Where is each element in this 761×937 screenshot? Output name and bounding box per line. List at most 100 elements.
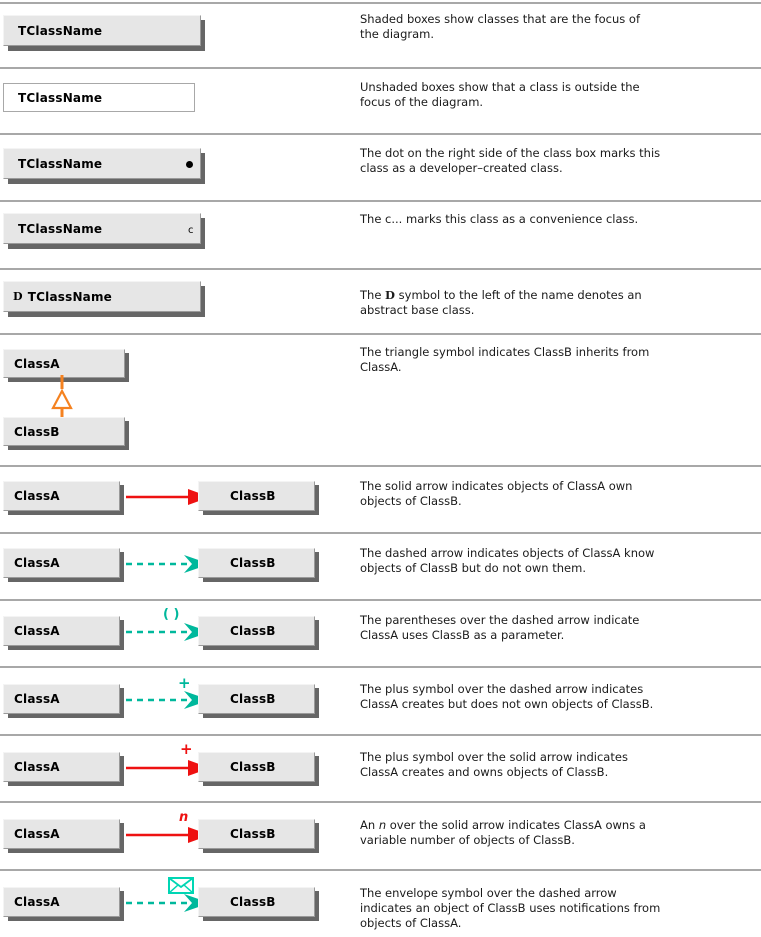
description-creates-and-owns: The plus symbol over the solid arrow ind… [360, 750, 628, 779]
box-shadow [8, 577, 124, 582]
divider [0, 532, 761, 534]
parentheses-symbol: ( ) [163, 607, 180, 622]
divider [0, 133, 761, 135]
class-box-unshaded: TClassName [3, 83, 195, 112]
description-variable-number: An n over the solid arrow indicates Clas… [360, 818, 646, 847]
box-shadow [8, 848, 124, 853]
class-box-classb: ClassB [198, 616, 315, 646]
box-shadow [8, 179, 205, 184]
plus-symbol: + [180, 740, 193, 758]
class-name-label: ClassA [14, 356, 60, 371]
description-shaded-box: Shaded boxes show classes that are the f… [360, 12, 640, 41]
class-name-label: TClassName [18, 221, 103, 236]
class-name-label: ClassB [230, 489, 276, 503]
description-owns: The solid arrow indicates objects of Cla… [360, 479, 633, 508]
n-symbol: n [179, 810, 189, 825]
box-shadow [124, 353, 129, 382]
class-box-classa: ClassA [3, 548, 120, 578]
class-name-label: ClassB [230, 556, 276, 570]
class-box-developer-created: TClassName [3, 148, 201, 179]
box-shadow [119, 552, 124, 582]
class-name-label: ClassA [14, 895, 60, 909]
box-shadow [200, 153, 205, 184]
box-shadow [314, 620, 319, 650]
class-name-label: TClassName [18, 156, 103, 171]
description-notification: The envelope symbol over the dashed arro… [360, 886, 661, 930]
class-box-classb: ClassB [198, 481, 315, 511]
box-shadow [314, 823, 319, 853]
box-shadow [119, 620, 124, 650]
box-shadow [203, 510, 319, 515]
box-shadow [8, 510, 124, 515]
box-shadow [119, 485, 124, 515]
divider [0, 200, 761, 202]
class-name-label: ClassA [14, 827, 60, 841]
class-box-abstract: D TClassName [3, 281, 201, 312]
class-name-label: ClassA [14, 489, 60, 503]
divider [0, 2, 761, 4]
dashed-arrow-creates-not-own [126, 691, 210, 709]
envelope-icon [168, 877, 194, 894]
description-creates-not-own: The plus symbol over the dashed arrow in… [360, 682, 654, 711]
class-name-label: ClassA [14, 556, 60, 570]
class-box-classa: ClassA [3, 481, 120, 511]
box-shadow [8, 312, 205, 317]
class-box-classa: ClassA [3, 349, 125, 378]
box-shadow [203, 645, 319, 650]
class-name-label: ClassA [14, 624, 60, 638]
divider [0, 268, 761, 270]
box-shadow [119, 688, 124, 718]
divider [0, 734, 761, 736]
divider [0, 599, 761, 601]
divider [0, 869, 761, 871]
class-name-label: ClassA [14, 760, 60, 774]
box-shadow [314, 891, 319, 921]
box-shadow [203, 916, 319, 921]
description-parameter: The parentheses over the dashed arrow in… [360, 613, 640, 642]
divider [0, 465, 761, 467]
class-name-label: ClassB [230, 895, 276, 909]
class-box-classa: ClassA [3, 752, 120, 782]
class-box-classb: ClassB [198, 548, 315, 578]
divider [0, 333, 761, 335]
box-shadow [124, 421, 129, 450]
convenience-class-marker: c [188, 225, 194, 236]
class-box-classa: ClassA [3, 887, 120, 917]
plus-symbol: + [178, 674, 191, 692]
class-box-classa: ClassA [3, 684, 120, 714]
class-box-classb: ClassB [198, 684, 315, 714]
box-shadow [203, 713, 319, 718]
box-shadow [8, 244, 205, 249]
dashed-arrow-parameter [126, 623, 210, 641]
class-box-classb: ClassB [3, 417, 125, 446]
divider [0, 801, 761, 803]
class-box-classb: ClassB [198, 887, 315, 917]
class-box-classa: ClassA [3, 616, 120, 646]
class-name-label: ClassB [230, 827, 276, 841]
description-unshaded-box: Unshaded boxes show that a class is outs… [360, 80, 640, 109]
class-name-label: TClassName [18, 23, 103, 38]
class-name-label: ClassB [230, 624, 276, 638]
class-box-classa: ClassA [3, 819, 120, 849]
box-shadow [119, 891, 124, 921]
inline-n-symbol: n [378, 818, 387, 832]
box-shadow [200, 286, 205, 317]
class-name-label: ClassB [14, 424, 60, 439]
box-shadow [119, 823, 124, 853]
abstract-class-marker-d: D [13, 290, 23, 303]
box-shadow [8, 377, 129, 382]
class-name-label: TClassName [18, 90, 103, 105]
class-box-convenience: TClassName c [3, 213, 201, 244]
description-inheritance: The triangle symbol indicates ClassB inh… [360, 345, 650, 374]
box-shadow [8, 46, 205, 51]
class-box-classb: ClassB [198, 752, 315, 782]
description-abstract-class: The D symbol to the left of the name den… [360, 288, 642, 317]
class-name-label: ClassA [14, 692, 60, 706]
box-shadow [8, 916, 124, 921]
class-name-label: TClassName [27, 289, 113, 304]
description-knows: The dashed arrow indicates objects of Cl… [360, 546, 655, 575]
box-shadow [314, 485, 319, 515]
box-shadow [119, 756, 124, 786]
box-shadow [203, 577, 319, 582]
